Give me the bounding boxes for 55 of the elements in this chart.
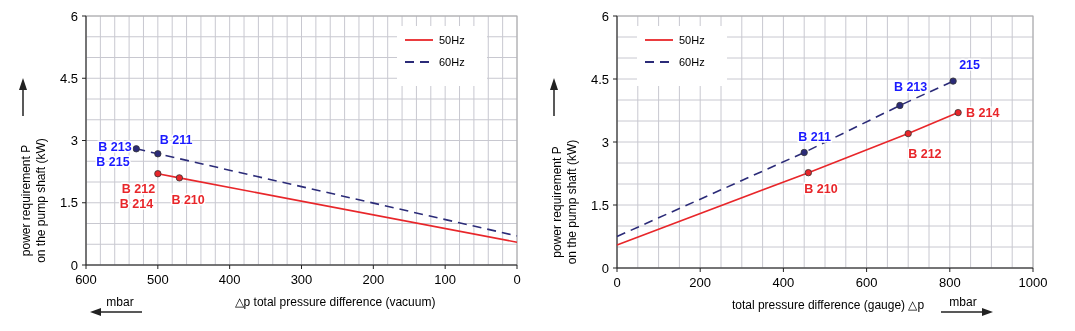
legend-label: 60Hz (439, 56, 465, 68)
x-axis-title: △p total pressure difference (vacuum) (234, 295, 436, 309)
annotation: B 213 (893, 80, 928, 95)
x-tick-label: 200 (689, 275, 712, 290)
x-tick-label: 400 (218, 272, 241, 287)
annotation: B 212 (908, 146, 942, 161)
point (154, 150, 162, 158)
x-tick-label: 600 (75, 272, 97, 287)
x-tick-label: 500 (146, 272, 169, 287)
text: mbar (949, 295, 977, 309)
y-tick-label: 1.5 (59, 195, 78, 211)
annotation: B 213 (98, 139, 132, 154)
x-tick-label: 1000 (1018, 275, 1048, 290)
annotation: B 211 (159, 132, 193, 147)
x-tick-label: 0 (513, 272, 521, 287)
point (804, 169, 812, 177)
annotation: B 214 (119, 196, 154, 211)
annotation: B 211 (798, 129, 831, 144)
x-tick-label: 600 (855, 275, 878, 290)
y-tick-label: 6 (601, 8, 609, 24)
point (800, 148, 808, 157)
text: mbar (106, 295, 134, 309)
point (175, 174, 183, 182)
y-tick-label: 6 (70, 8, 78, 24)
y-axis-title: power requirement P on the pump shaft (kW) (550, 139, 579, 265)
annotation: 215 (959, 58, 981, 73)
point (954, 109, 962, 117)
legend-label: 50Hz (679, 34, 705, 46)
y-tick-label: 3 (601, 134, 609, 150)
legend-label: 60Hz (679, 56, 705, 68)
point (949, 77, 957, 85)
x-tick-label: 800 (938, 275, 961, 290)
x-tick-label: 200 (362, 272, 385, 287)
annotation: B 215 (96, 154, 130, 169)
x-tick-label: 0 (613, 275, 621, 290)
x-tick-label: 100 (434, 272, 457, 287)
y-tick-label: 1.5 (590, 197, 609, 213)
x-tick-label: 400 (772, 275, 795, 290)
y-tick-label: 3 (70, 133, 78, 148)
annotation: B 210 (171, 192, 205, 207)
y-tick-label: 4.5 (59, 70, 78, 86)
x-axis-title: total pressure difference (gauge) △p (731, 298, 925, 312)
y-axis-title: power requirement P on the pump shaft (kW) (19, 138, 48, 263)
point (154, 170, 162, 178)
point (896, 101, 904, 110)
y-tick-label: 4.5 (590, 71, 609, 87)
legend-label: 50Hz (439, 34, 465, 46)
point (904, 130, 912, 138)
point (132, 145, 140, 153)
annotation: B 212 (121, 181, 156, 196)
x-tick-label: 300 (290, 272, 313, 287)
y-tick-label: 0 (601, 260, 609, 276)
annotation: B 210 (804, 181, 838, 196)
annotation: B 214 (966, 105, 1000, 120)
y-tick-label: 0 (70, 257, 78, 273)
